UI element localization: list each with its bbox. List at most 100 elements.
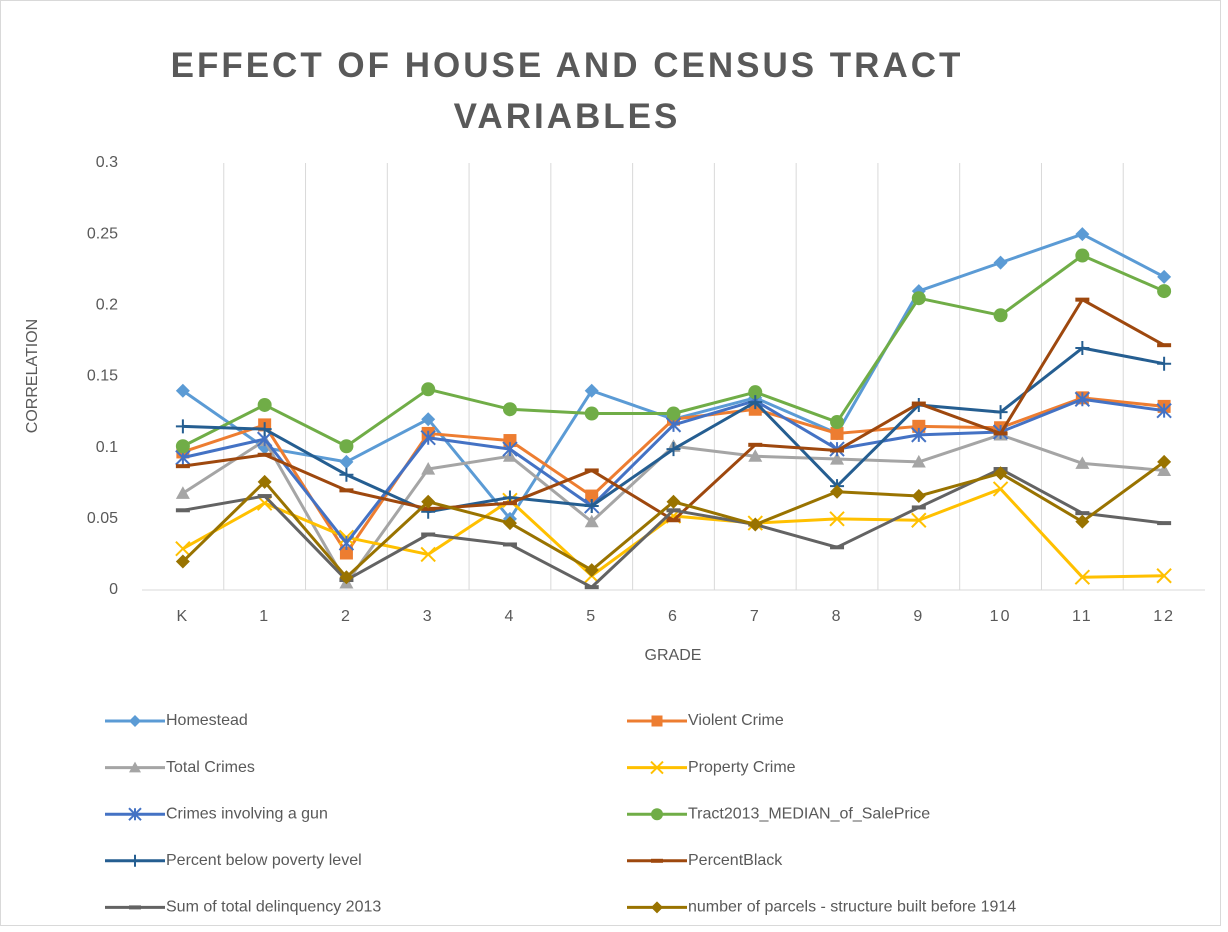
marker bbox=[830, 484, 845, 499]
marker bbox=[420, 546, 436, 563]
marker bbox=[651, 715, 663, 727]
marker bbox=[1075, 514, 1090, 529]
marker bbox=[651, 901, 663, 914]
marker bbox=[502, 516, 517, 531]
marker bbox=[748, 395, 763, 410]
marker bbox=[421, 494, 436, 509]
marker bbox=[1156, 402, 1172, 419]
x-tick-label: 4 bbox=[505, 608, 516, 625]
marker bbox=[911, 291, 926, 306]
x-tick-label: 2 bbox=[341, 608, 352, 625]
marker bbox=[992, 481, 1009, 497]
y-tick-label: 0.05 bbox=[87, 510, 118, 527]
legend-label: Percent below poverty level bbox=[166, 852, 362, 869]
marker bbox=[666, 406, 681, 421]
marker bbox=[1074, 391, 1091, 407]
marker bbox=[584, 563, 599, 578]
marker bbox=[911, 454, 926, 468]
marker bbox=[421, 412, 436, 427]
marker bbox=[584, 499, 599, 514]
x-tick-label: 9 bbox=[913, 608, 924, 625]
marker bbox=[1157, 269, 1172, 284]
x-tick-label: 11 bbox=[1072, 608, 1093, 625]
marker bbox=[257, 422, 272, 437]
x-axis-label: GRADE bbox=[645, 647, 702, 664]
x-tick-label: 6 bbox=[668, 608, 679, 625]
marker bbox=[993, 405, 1008, 420]
x-tick-label: 12 bbox=[1153, 608, 1175, 625]
marker bbox=[584, 514, 599, 528]
marker bbox=[666, 494, 681, 509]
x-tick-label: 7 bbox=[750, 608, 761, 625]
legend-label: number of parcels - structure built befo… bbox=[688, 899, 1016, 916]
marker bbox=[129, 854, 141, 867]
marker bbox=[650, 760, 664, 775]
series-line bbox=[182, 232, 1165, 521]
marker bbox=[911, 489, 926, 504]
marker bbox=[993, 466, 1008, 481]
x-tick-label: 8 bbox=[832, 608, 843, 625]
marker bbox=[339, 439, 354, 454]
marker bbox=[748, 449, 763, 462]
marker bbox=[421, 462, 436, 475]
marker bbox=[339, 454, 354, 469]
legend-label: Sum of total delinquency 2013 bbox=[166, 899, 381, 916]
x-tick-label: 5 bbox=[586, 608, 597, 625]
marker bbox=[585, 489, 599, 503]
marker bbox=[830, 426, 844, 440]
marker bbox=[651, 808, 663, 821]
marker bbox=[829, 511, 845, 527]
x-tick-label: 3 bbox=[423, 608, 434, 625]
legend-label: PercentBlack bbox=[688, 852, 783, 869]
marker bbox=[911, 427, 927, 443]
y-tick-label: 0.1 bbox=[96, 439, 118, 456]
y-tick-label: 0 bbox=[109, 581, 118, 598]
marker bbox=[1157, 284, 1172, 299]
marker bbox=[748, 385, 763, 400]
marker bbox=[993, 308, 1008, 323]
marker bbox=[912, 419, 926, 433]
marker bbox=[339, 467, 354, 482]
legend-label: Tract2013_MEDIAN_of_SalePrice bbox=[688, 805, 930, 822]
marker bbox=[175, 554, 190, 569]
marker bbox=[830, 452, 845, 465]
marker bbox=[1075, 227, 1090, 242]
legend-label: Property Crime bbox=[688, 759, 796, 776]
marker bbox=[502, 441, 518, 457]
marker bbox=[1075, 248, 1090, 263]
chart-title: EFFECT OF HOUSE AND CENSUS TRACT VARIABL… bbox=[170, 46, 964, 136]
y-tick-label: 0.25 bbox=[87, 225, 118, 242]
y-axis-label: CORRELATION bbox=[24, 319, 41, 433]
legend-label: Violent Crime bbox=[688, 712, 784, 729]
marker bbox=[1156, 568, 1172, 584]
legend-label: Homestead bbox=[166, 712, 248, 729]
marker bbox=[175, 419, 190, 434]
marker bbox=[503, 434, 517, 448]
marker bbox=[830, 415, 845, 430]
marker bbox=[993, 255, 1008, 270]
marker bbox=[748, 517, 763, 532]
marker bbox=[420, 429, 436, 446]
marker bbox=[175, 439, 190, 454]
x-tick-label: 10 bbox=[990, 608, 1012, 625]
marker bbox=[584, 383, 599, 398]
marker bbox=[175, 383, 190, 398]
marker bbox=[339, 570, 354, 585]
marker bbox=[911, 512, 927, 528]
marker bbox=[257, 474, 272, 489]
marker bbox=[129, 761, 141, 773]
marker bbox=[502, 402, 517, 417]
marker bbox=[339, 546, 353, 560]
marker bbox=[257, 397, 272, 412]
y-tick-label: 0.3 bbox=[96, 154, 118, 171]
marker bbox=[256, 495, 273, 511]
marker bbox=[1075, 341, 1090, 356]
marker bbox=[1157, 454, 1172, 469]
marker bbox=[128, 807, 142, 821]
marker bbox=[338, 535, 355, 551]
marker bbox=[421, 382, 436, 397]
legend-label: Total Crimes bbox=[166, 759, 255, 776]
